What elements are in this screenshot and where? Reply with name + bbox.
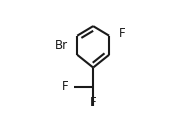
Text: F: F <box>119 27 125 40</box>
Text: F: F <box>62 80 69 93</box>
Text: Br: Br <box>55 39 68 52</box>
Text: F: F <box>90 96 96 109</box>
